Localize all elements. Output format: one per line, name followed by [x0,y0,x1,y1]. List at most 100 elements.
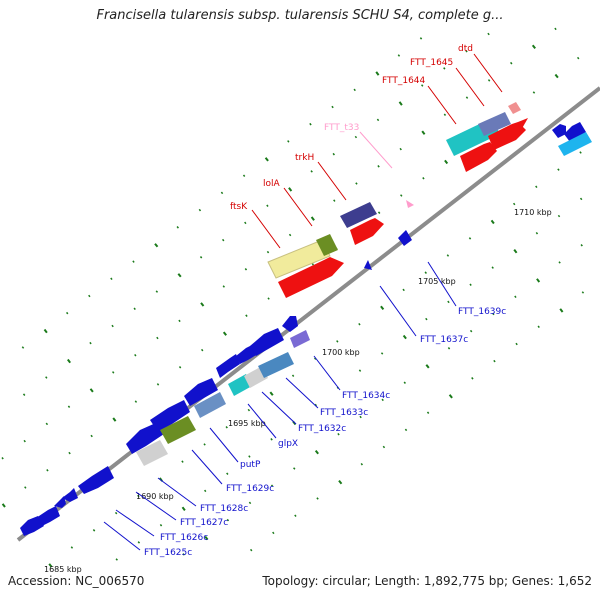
guide-dot [134,400,138,403]
genome-info-text: Topology: circular; Length: 1,892,775 bp… [262,574,592,588]
guide-dot [24,486,27,489]
map-title: Francisella tularensis subsp. tularensis… [96,8,504,23]
guide-dot [248,455,251,458]
label-FTT_1627c[interactable]: FTT_1627c [180,518,228,528]
gene-FTT_1637c[interactable] [398,230,412,246]
guide-dot [156,383,160,386]
label-FTT_1639c[interactable]: FTT_1639c [458,307,506,317]
label-FTT_1644[interactable]: FTT_1644 [382,76,426,86]
guide-dot [353,88,356,92]
guide-dot [403,381,406,384]
guide-dot [337,432,340,436]
gene-FTT_1629c[interactable] [78,466,114,494]
gene-reverse-6[interactable] [250,328,284,356]
gene-forward-2[interactable] [350,218,384,245]
label-FTT_1633c[interactable]: FTT_1633c [320,408,368,418]
guide-dot [250,548,253,552]
guide-dot [421,130,426,135]
guide-dot [447,300,450,304]
label-trkH[interactable]: trkH [295,153,314,163]
gene-reverse-4[interactable] [216,354,240,378]
guide-dot [310,170,313,173]
guide-dot [338,479,343,485]
leader-FTT_1645 [455,67,485,107]
guide-dot [133,307,136,311]
guide-dot [490,219,495,225]
gene-reverse-9[interactable] [552,124,566,138]
guide-dot [112,417,117,422]
gene-reverse-10[interactable] [558,132,592,156]
gene-reverse-8[interactable] [564,122,586,142]
guide-dot [177,273,182,278]
label-ftsK[interactable]: ftsK [230,202,248,212]
guide-dot [201,348,204,352]
tick-1705: 1705 kbp [418,277,456,286]
label-FTT_1637c[interactable]: FTT_1637c [420,335,468,345]
label-FTT_1634c[interactable]: FTT_1634c [342,391,390,401]
gene-FTT_1645[interactable] [478,112,511,136]
gene-FTT_1626c[interactable] [36,506,60,526]
guide-dot [45,422,49,426]
label-FTT_1626c[interactable]: FTT_1626c [160,533,208,543]
guide-dot [181,506,186,511]
leader-trkH [317,161,347,201]
gene-FTT_1633c[interactable] [258,352,294,378]
guide-dot [492,312,495,316]
guide-dot [266,204,269,207]
rna-FTT_t33[interactable] [406,200,414,208]
guide-dot [46,469,49,472]
label-FTT_1625c[interactable]: FTT_1625c [144,548,192,558]
guide-dot [404,428,408,432]
gene-forward-1[interactable] [278,257,344,298]
gene-reverse-1[interactable] [126,422,164,454]
gene-FTT_1639c[interactable] [364,260,372,270]
label-FTT_1628c[interactable]: FTT_1628c [200,504,248,514]
gene-putP[interactable] [160,416,196,444]
guide-dot [487,32,490,36]
gene-reverse-11[interactable] [136,440,168,466]
gene-FTT_1634c[interactable] [290,330,310,348]
guide-dot [332,152,335,156]
gene-reverse-2[interactable] [150,400,190,432]
label-lolA[interactable]: lolA [263,179,281,189]
label-FTT_1645[interactable]: FTT_1645 [410,58,453,68]
label-glpX[interactable]: glpX [278,439,298,449]
guide-dot [444,159,449,165]
guide-dot [422,177,425,180]
tick-1695: 1695 kbp [228,419,266,428]
guide-dot [199,256,203,259]
gene-reverse-12[interactable] [194,392,226,418]
guide-dot [293,467,296,470]
gene-forward-5[interactable] [518,118,528,132]
gene-ftsK[interactable] [267,239,331,279]
gene-trkH[interactable] [340,202,377,228]
gene-forward-4[interactable] [488,122,526,150]
gene-lolA[interactable] [316,234,338,256]
guide-dot [270,484,274,487]
gene-FTT_1625c[interactable] [20,516,44,536]
guide-dot [354,135,358,139]
gene-reverse-7[interactable] [282,316,298,332]
gene-dtd[interactable] [508,102,521,114]
guide-dot [581,291,585,294]
label-FTT_1629c[interactable]: FTT_1629c [226,484,274,494]
label-FTT_1632c[interactable]: FTT_1632c [298,424,346,434]
guide-dot [536,278,541,283]
label-dtd[interactable]: dtd [458,44,473,54]
gene-FTT_1627c[interactable] [54,496,66,508]
gene-FTT_1628c[interactable] [62,488,78,502]
guide-dot [200,302,205,307]
guide-dot [114,511,118,515]
gene-reverse-3[interactable] [184,378,218,406]
guide-dot [178,319,181,323]
guide-dot [226,472,229,475]
guide-dot [226,518,230,522]
guide-dot [269,391,274,396]
label-FTT_t33[interactable]: FTT_t33 [324,123,359,133]
label-putP[interactable]: putP [240,460,261,470]
gene-forward-3[interactable] [460,142,497,172]
tick-1690: 1690 kbp [136,492,174,501]
guide-dot [531,44,536,50]
guide-dot [514,295,517,299]
